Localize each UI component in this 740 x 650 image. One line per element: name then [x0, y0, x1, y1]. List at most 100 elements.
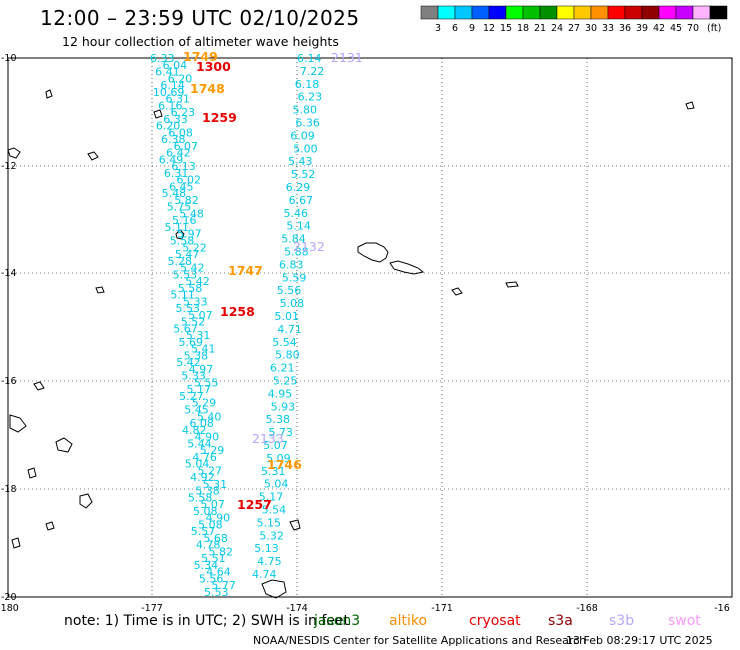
wave-height-value: 5.53 — [176, 302, 201, 315]
wave-height-value: 5.43 — [288, 155, 313, 168]
track-time-label: 1259 — [202, 110, 237, 125]
wave-height-value: 6.29 — [286, 181, 311, 194]
wave-height-value: 4.76 — [192, 451, 217, 464]
wave-height-value: 6.38 — [161, 133, 186, 146]
colorbar-unit: (ft) — [707, 23, 721, 34]
wave-height-value: 5.13 — [254, 542, 279, 555]
wave-height-value: 6.14 — [297, 52, 322, 65]
colorbar-label: 45 — [670, 23, 682, 34]
wave-height-value: 5.53 — [204, 586, 229, 599]
wave-height-value: 5.32 — [259, 529, 284, 542]
wave-height-value: 5.28 — [167, 255, 192, 268]
wave-height-value: 5.11 — [165, 221, 190, 234]
wave-height-value: 5.42 — [180, 262, 205, 275]
colorbar-label: 18 — [517, 23, 529, 34]
satellite-legend-altiko: altiko — [389, 613, 428, 629]
wave-height-value: 4.97 — [189, 363, 214, 376]
track-time-label: 2132 — [293, 239, 325, 254]
track-time-label: 1749 — [183, 49, 218, 64]
wave-height-value: 5.25 — [273, 375, 298, 388]
wave-height-value: 6.31 — [164, 167, 189, 180]
lat-tick-label: -18 — [1, 484, 17, 495]
wave-height-value: 6.20 — [156, 120, 181, 133]
wave-height-value: 6.23 — [171, 106, 196, 119]
track-time-label: 1747 — [228, 263, 263, 278]
wave-height-value: 6.08 — [168, 126, 193, 139]
wave-height-value: 5.82 — [174, 194, 199, 207]
lat-tick-label: -20 — [1, 592, 17, 603]
wave-height-value: 5.07 — [263, 439, 288, 452]
island — [45, 89, 53, 99]
wave-height-value: 4.92 — [190, 471, 215, 484]
wave-height-value: 6.02 — [176, 174, 201, 187]
wave-height-value: 5.93 — [271, 400, 296, 413]
lat-tick-label: -12 — [1, 161, 17, 172]
wave-height-value: 5.00 — [293, 142, 318, 155]
satellite-legend-jason3: jason3 — [314, 613, 361, 629]
wave-height-value: 6.33 — [163, 113, 188, 126]
island — [45, 521, 55, 531]
island — [153, 109, 163, 119]
satellite-legend-s3b: s3b — [609, 613, 635, 629]
wave-height-value: 5.80 — [275, 349, 300, 362]
wave-height-value: 5.04 — [185, 458, 210, 471]
wave-height-value: 5.67 — [173, 322, 198, 335]
colorbar-label: 15 — [500, 23, 512, 34]
wave-height-value: 6.08 — [189, 417, 214, 430]
wave-height-value: 5.73 — [268, 426, 293, 439]
island — [7, 147, 21, 159]
wave-height-value: 5.31 — [203, 478, 228, 491]
wave-height-value: 5.52 — [181, 316, 206, 329]
wave-height-value: 6.36 — [295, 117, 320, 130]
track-time-label: 1746 — [267, 457, 302, 472]
track-time-label: 1748 — [190, 81, 225, 96]
track-time-label: 1258 — [220, 304, 255, 319]
lon-tick-label: -174 — [286, 603, 308, 614]
wave-height-value: 5.33 — [183, 295, 208, 308]
wave-height-value: 5.08 — [198, 518, 223, 531]
map-subtitle: 12 hour collection of altimeter wave hei… — [62, 34, 339, 49]
wave-height-value: 5.58 — [178, 282, 203, 295]
wave-height-value: 4.82 — [182, 424, 207, 437]
wave-height-value: 5.14 — [286, 220, 311, 233]
wave-height-value: 5.38 — [184, 349, 209, 362]
lon-tick-label: -177 — [141, 603, 163, 614]
wave-height-value: 5.33 — [181, 370, 206, 383]
colorbar-label: 9 — [469, 23, 475, 34]
wave-height-value: 5.46 — [284, 207, 309, 220]
wave-height-value: 6.07 — [174, 140, 199, 153]
island — [95, 286, 105, 294]
satellite-legend-s3a: s3a — [548, 613, 573, 629]
map-frame — [7, 57, 733, 598]
wave-height-value: 5.27 — [179, 390, 204, 403]
wave-height-value: 5.45 — [184, 403, 209, 416]
wave-height-value: 5.04 — [264, 478, 289, 491]
wave-height-value: 6.42 — [166, 147, 191, 160]
map-title: 12:00 – 23:59 UTC 02/10/2025 — [40, 6, 360, 30]
track-time-label: 2133 — [252, 431, 284, 446]
wave-height-value: 5.01 — [275, 310, 300, 323]
colorbar-label: 27 — [568, 23, 580, 34]
wave-height-value: 5.17 — [259, 491, 284, 504]
island — [79, 493, 93, 509]
altimeter-tracks: 6.336.046.416.206.1410.696.316.166.236.3… — [150, 49, 363, 599]
lon-tick-label: -16 — [714, 603, 730, 614]
wave-height-value: 6.67 — [289, 194, 314, 207]
wave-height-value: 5.34 — [194, 559, 219, 572]
lon-tick-label: -168 — [576, 603, 598, 614]
track-time-label: 1300 — [196, 59, 231, 74]
wave-height-value: 5.17 — [187, 383, 212, 396]
wave-height-value: 5.56 — [199, 572, 224, 585]
island — [27, 467, 37, 479]
wave-height-value: 6.41 — [155, 66, 180, 79]
wave-height-value: 5.07 — [200, 498, 225, 511]
island — [9, 414, 27, 433]
wave-height-value: 5.97 — [177, 228, 202, 241]
wave-height-value: 5.42 — [176, 356, 201, 369]
lat-tick-label: -14 — [1, 268, 17, 279]
wave-height-value: 5.29 — [200, 444, 225, 457]
samoa-island-savaii — [357, 242, 389, 263]
wave-height-value: 5.68 — [203, 532, 228, 545]
colorbar-legend: 3 6 9 12 15 18 21 24 27 30 33 36 39 42 45 70 (ft) — [420, 5, 728, 34]
